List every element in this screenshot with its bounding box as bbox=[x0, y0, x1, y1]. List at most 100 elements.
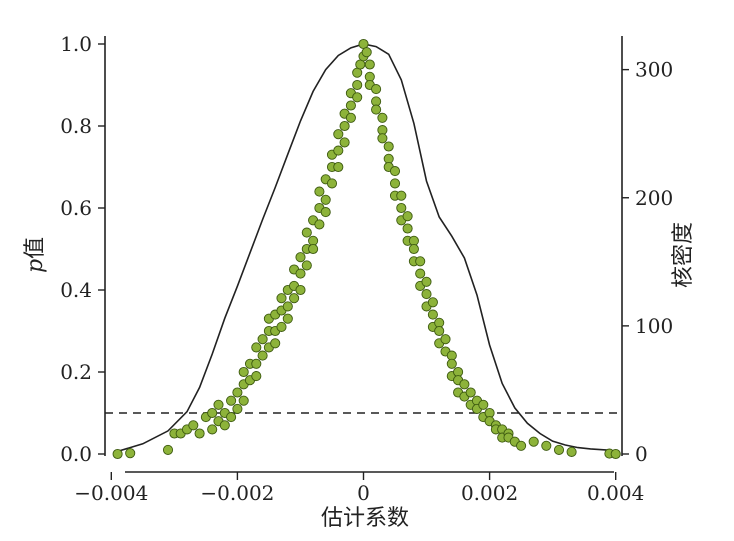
y-left-tick-label: 0.8 bbox=[60, 114, 92, 138]
scatter-point bbox=[389, 166, 401, 177]
scatter-point bbox=[162, 444, 174, 455]
scatter-point bbox=[333, 145, 344, 156]
scatter-point bbox=[339, 120, 350, 132]
scatter-point bbox=[459, 379, 470, 390]
y-axis-left-title: p值 bbox=[23, 237, 48, 273]
scatter-point bbox=[415, 268, 426, 279]
density-curve-layer bbox=[117, 43, 610, 453]
scatter-point bbox=[345, 112, 356, 123]
scatter-point bbox=[188, 420, 199, 431]
scatter-point bbox=[301, 260, 312, 271]
scatter-point bbox=[383, 141, 394, 152]
y-right-tick-label: 200 bbox=[635, 186, 673, 210]
scatter-point bbox=[333, 129, 344, 140]
y-left-tick-label: 0.2 bbox=[60, 360, 92, 384]
scatter-point bbox=[402, 223, 413, 234]
scatter-point bbox=[427, 309, 438, 320]
scatter-point bbox=[402, 211, 413, 222]
x-tick-label: 0.002 bbox=[461, 481, 518, 505]
scatter-point bbox=[295, 268, 306, 279]
scatter-point bbox=[371, 104, 382, 115]
scatter-point bbox=[352, 79, 363, 91]
scatter-point bbox=[320, 194, 331, 205]
axes-layer: −0.004 −0.002 0 0.002 0.004 0.0 0.2 0.4 0.6 0.8 1.… bbox=[60, 32, 673, 505]
scatter-point bbox=[377, 112, 388, 123]
scatter-point bbox=[610, 448, 621, 460]
scatter-point bbox=[326, 178, 338, 189]
scatter-point bbox=[339, 137, 350, 148]
scatter-point bbox=[251, 371, 262, 382]
scatter-point bbox=[251, 342, 262, 353]
scatter-point bbox=[194, 428, 205, 439]
scatter-point bbox=[226, 412, 237, 423]
scatter-point bbox=[333, 161, 344, 173]
scatter-point bbox=[282, 313, 293, 324]
y-left-tick-label: 0.4 bbox=[60, 278, 92, 302]
scatter-point bbox=[232, 387, 243, 398]
scatter-point bbox=[213, 399, 224, 410]
x-axis-title: 估计系数 bbox=[321, 506, 409, 531]
scatter-point bbox=[301, 227, 312, 238]
scatter-point bbox=[371, 84, 382, 95]
scatter-point bbox=[257, 350, 268, 361]
scatter-point bbox=[396, 190, 407, 201]
scatter-point bbox=[541, 440, 552, 451]
y-left-tick-label: 1.0 bbox=[60, 32, 92, 56]
scatter-point bbox=[276, 321, 287, 332]
scatter-point bbox=[219, 420, 230, 431]
scatter-point bbox=[528, 436, 539, 447]
y-right-tick-label: 100 bbox=[635, 314, 673, 338]
x-tick-label: 0.004 bbox=[587, 481, 644, 505]
scatter-point bbox=[270, 338, 281, 349]
scatter-point bbox=[314, 219, 325, 230]
scatter-point bbox=[415, 256, 426, 267]
scatter-point bbox=[553, 444, 565, 455]
y-left-tick-label: 0.6 bbox=[60, 196, 92, 220]
scatter-point bbox=[207, 424, 218, 435]
scatter-point bbox=[427, 297, 438, 308]
scatter-point bbox=[238, 395, 249, 406]
scatter-point bbox=[276, 293, 287, 304]
scatter-point bbox=[396, 202, 407, 214]
scatter-point bbox=[361, 47, 372, 58]
y-right-tick-label: 0 bbox=[635, 442, 648, 466]
scatter-point bbox=[207, 407, 218, 419]
scatter-points-layer bbox=[112, 38, 621, 460]
scatter-point bbox=[345, 100, 356, 111]
scatter-point bbox=[434, 325, 445, 337]
x-tick-label: 0 bbox=[357, 481, 370, 505]
y-left-tick-label: 0.0 bbox=[60, 442, 92, 466]
scatter-point bbox=[289, 293, 300, 304]
scatter-point bbox=[421, 289, 432, 300]
y-axis-right-title: 核密度 bbox=[671, 222, 696, 288]
scatter-point bbox=[352, 92, 363, 103]
scatter-point bbox=[320, 207, 331, 218]
scatter-point bbox=[421, 276, 432, 287]
scatter-point bbox=[389, 178, 401, 189]
scatter-point bbox=[238, 366, 249, 378]
y-axis-left-title-rest: 值 bbox=[23, 237, 48, 259]
y-axis-left-title-italic: p bbox=[23, 259, 48, 273]
scatter-point bbox=[112, 448, 123, 460]
scatter-point bbox=[282, 301, 293, 312]
scatter-point bbox=[478, 399, 489, 410]
scatter-point bbox=[257, 334, 268, 345]
scatter-point bbox=[295, 252, 306, 263]
scatter-point bbox=[295, 284, 306, 296]
scatter-point bbox=[125, 448, 136, 459]
scatter-point bbox=[364, 59, 375, 70]
scatter-point bbox=[251, 358, 262, 369]
scatter-point bbox=[226, 395, 237, 406]
x-tick-label: −0.002 bbox=[200, 481, 274, 505]
plot-area bbox=[105, 38, 622, 460]
scatter-point bbox=[516, 440, 527, 451]
scatter-point bbox=[440, 334, 451, 345]
scatter-point bbox=[314, 186, 325, 197]
density-curve bbox=[117, 43, 610, 453]
scatter-point bbox=[232, 403, 243, 414]
scatter-point bbox=[377, 133, 388, 144]
scatter-point bbox=[446, 358, 457, 369]
scatter-point bbox=[408, 243, 419, 255]
scatter-point bbox=[465, 387, 476, 398]
